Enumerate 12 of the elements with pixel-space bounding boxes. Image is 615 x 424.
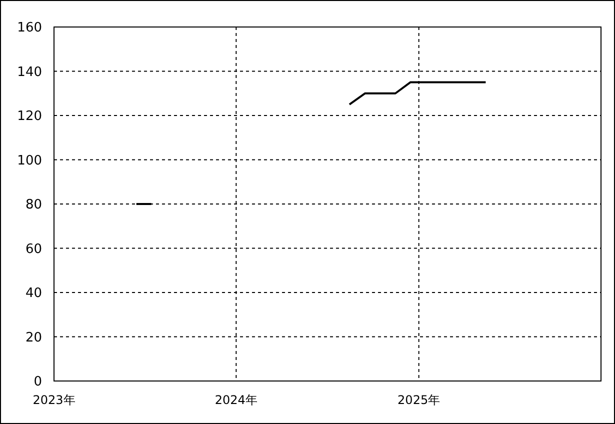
y-tick-label: 0	[34, 374, 42, 390]
x-tick-label: 2025年	[398, 393, 440, 407]
y-tick-label: 60	[25, 242, 42, 257]
x-tick-label: 2024年	[214, 393, 258, 407]
y-tick-label: 80	[25, 198, 42, 212]
y-tick-label: 140	[17, 64, 42, 80]
y-tick-label: 120	[17, 109, 42, 124]
y-tick-label: 160	[17, 20, 42, 36]
y-tick-label: 40	[25, 286, 42, 301]
y-tick-label: 100	[17, 153, 42, 168]
y-tick-label: 20	[25, 330, 42, 346]
x-tick-label: 2023年	[32, 393, 76, 407]
